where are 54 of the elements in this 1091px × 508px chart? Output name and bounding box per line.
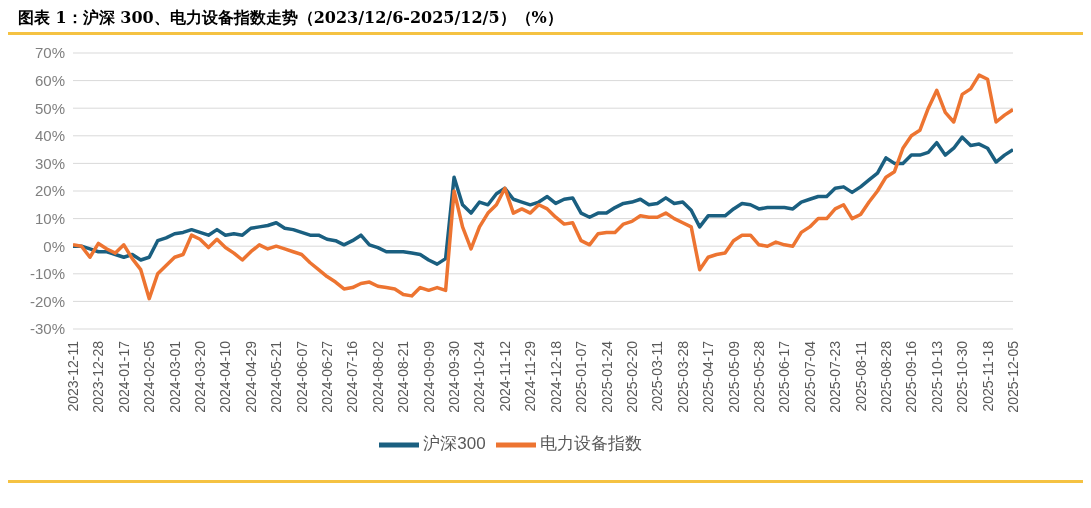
x-tick-label: 2024-11-12 [496, 340, 513, 412]
y-tick-label: -20% [29, 292, 65, 310]
x-tick-label: 2024-12-18 [547, 340, 564, 413]
y-tick-label: 40% [34, 127, 65, 145]
x-tick-label: 2025-01-24 [598, 340, 615, 413]
line-series [73, 73, 1013, 301]
x-tick-label: 2025-05-28 [750, 340, 767, 413]
line-series [73, 135, 1013, 266]
x-tick-label: 2024-05-21 [268, 340, 285, 413]
x-tick-label: 2025-04-17 [700, 340, 717, 413]
y-tick-label: -10% [29, 265, 65, 283]
x-tick-label: 2025-03-11 [649, 340, 666, 412]
x-tick-label: 2025-09-16 [903, 340, 920, 413]
x-tick-label: 2023-12-28 [90, 340, 107, 413]
x-tick-label: 2025-11-18 [979, 340, 996, 412]
x-tick-label: 2024-09-09 [420, 340, 437, 413]
y-tick-label: 70% [34, 44, 65, 62]
x-tick-label: 2025-07-04 [801, 340, 818, 413]
x-tick-label: 2024-10-24 [471, 340, 488, 413]
x-tick-label: 2024-11-29 [522, 340, 539, 412]
x-tick-label: 2025-05-09 [725, 340, 742, 413]
x-tick-label: 2025-06-17 [776, 340, 793, 413]
x-tick-label: 2024-06-27 [319, 340, 336, 413]
x-tick-label: 2024-06-07 [293, 340, 310, 413]
x-tick-label: 2025-10-13 [928, 340, 945, 413]
y-tick-label: 60% [34, 71, 65, 89]
chart-title: 图表 1：沪深 300、电力设备指数走势（2023/12/6-2025/12/5）（%） [17, 8, 564, 29]
x-tick-label: 2025-07-23 [827, 340, 844, 413]
x-tick-label: 2025-08-28 [877, 340, 894, 413]
x-tick-label: 2024-03-01 [166, 340, 183, 413]
x-tick-label: 2024-07-16 [344, 340, 361, 413]
x-tick-label: 2024-04-10 [217, 340, 234, 413]
x-tick-label: 2024-03-20 [192, 340, 209, 413]
x-tick-label: 2025-12-05 [1005, 340, 1021, 413]
y-tick-label: 0% [43, 237, 65, 255]
x-tick-label: 2025-02-20 [623, 340, 640, 413]
x-tick-label: 2024-01-17 [115, 340, 132, 413]
x-tick-label: 2024-09-30 [446, 340, 463, 413]
y-tick-label: 10% [34, 209, 65, 227]
y-tick-label: -30% [29, 320, 65, 338]
x-tick-label: 2025-03-28 [674, 340, 691, 413]
legend-label: 电力设备指数 [539, 434, 642, 454]
x-tick-label: 2023-12-11 [65, 340, 81, 412]
y-tick-label: 50% [34, 99, 65, 117]
y-tick-label: 20% [34, 182, 65, 200]
x-tick-label: 2025-08-11 [852, 340, 869, 412]
x-tick-label: 2025-01-07 [573, 340, 590, 413]
x-tick-label: 2024-02-05 [141, 340, 158, 413]
x-tick-label: 2024-08-02 [369, 340, 386, 413]
y-tick-label: 30% [34, 154, 65, 172]
x-tick-label: 2024-04-29 [242, 340, 259, 413]
x-tick-label: 2024-08-21 [395, 340, 412, 413]
legend-label: 沪深300 [423, 434, 486, 454]
x-tick-label: 2025-10-30 [954, 340, 971, 413]
